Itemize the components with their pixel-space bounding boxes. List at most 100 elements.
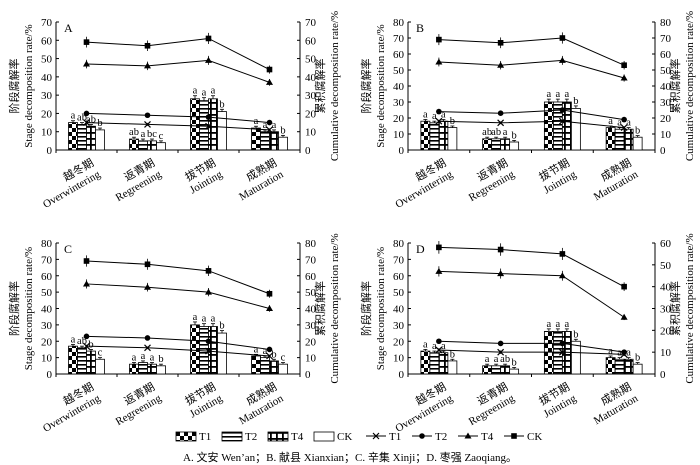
point-B-T4-3: [620, 74, 628, 81]
category-label: 成熟期Maturation: [230, 379, 286, 427]
right-tick-label: 50: [660, 65, 672, 77]
bar-label: a: [503, 127, 508, 138]
right-tick-label: 20: [305, 108, 317, 120]
point-D-T4-3: [620, 313, 628, 320]
left-tick-label: 70: [41, 17, 53, 29]
line-A-CK: [86, 37, 270, 70]
bar-label: ab: [86, 114, 96, 125]
bar-label: a: [608, 116, 613, 127]
left-tick-label: 80: [393, 238, 405, 250]
right-tick-label: 20: [660, 113, 672, 125]
legend-bar-swatch-T2: [221, 431, 243, 442]
point-B-T2-2: [559, 107, 566, 113]
panel-letter: A: [64, 21, 73, 35]
bar-D-T4-1: [500, 365, 511, 375]
right-axis-title-zh: 累积腐解率: [668, 59, 682, 114]
bar-label: a: [565, 89, 570, 100]
bar-label: b: [219, 99, 224, 110]
bar-label: a: [193, 86, 198, 97]
panel-letter: B: [416, 21, 424, 35]
legend-line-label: CK: [527, 431, 542, 443]
left-tick-label: 10: [393, 353, 405, 365]
bar-label: ab: [500, 354, 510, 365]
bar-label: c: [159, 131, 164, 142]
left-tick-label: 0: [47, 369, 53, 381]
left-tick-label: 60: [41, 35, 53, 47]
bar-B-T2-1: [491, 138, 502, 151]
bar-C-T2-0: [77, 347, 87, 375]
right-tick-label: 10: [660, 347, 672, 359]
right-axis-title-en: Cumulative decomposition rate/%: [329, 233, 341, 383]
bar-C-T1-2: [190, 324, 200, 375]
bar-label: a: [485, 354, 490, 365]
bar-label: a: [432, 111, 437, 122]
left-tick-label: 50: [41, 287, 53, 299]
bar-D-T1-3: [605, 357, 616, 375]
bar-A-T4-0: [86, 125, 96, 151]
category-label: 成熟期Maturation: [230, 155, 286, 203]
bar-A-T4-3: [269, 131, 279, 151]
right-tick-label: 0: [660, 369, 666, 381]
bar-label: a: [556, 89, 561, 100]
left-tick-label: 0: [399, 369, 405, 381]
right-tick-label: 40: [660, 81, 672, 93]
point-A-T4-3: [266, 78, 273, 85]
point-D-T4-2: [558, 272, 566, 279]
category-label: 越冬期Overwintering: [33, 379, 102, 435]
legend-bar-label: T2: [245, 431, 257, 443]
left-tick-label: 40: [393, 81, 405, 93]
bar-label: b: [573, 96, 578, 107]
right-tick-label: 80: [305, 238, 317, 250]
point-D-CK-2: [559, 251, 566, 257]
line-D-T4: [438, 270, 625, 318]
bar-A-T2-0: [77, 124, 87, 151]
bar-A-T1-0: [68, 122, 78, 151]
category-label: 返青期Regreening: [460, 156, 517, 204]
right-axis-title: 累积腐解率 Cumulative decomposition rate/%: [668, 233, 696, 383]
bar-C-T1-0: [68, 345, 78, 375]
legend-bar-label: CK: [337, 431, 352, 443]
right-axis-title-zh: 累积腐解率: [313, 281, 327, 336]
left-axis-title: 阶段腐解率 Stage decomposition rate/%: [7, 24, 35, 147]
bar-label: b: [158, 354, 163, 365]
left-tick-label: 0: [399, 145, 405, 157]
left-tick-label: 20: [41, 336, 53, 348]
point-B-T2-0: [436, 108, 442, 115]
point-C-T2-0: [83, 333, 90, 340]
point-D-T2-2: [559, 340, 566, 347]
point-B-T1-1: [497, 119, 505, 127]
bar-label: a: [202, 314, 207, 325]
line-A-T1: [86, 122, 270, 131]
left-tick-label: 30: [393, 97, 405, 109]
left-axis-title-en: Stage decomposition rate/%: [375, 247, 387, 370]
right-tick-label: 50: [305, 54, 317, 66]
bar-label: b: [450, 349, 455, 360]
bar-label: ab: [77, 336, 87, 347]
line-A-T2: [86, 112, 270, 124]
bar-D-T4-0: [438, 352, 449, 375]
legend: T1 T2 T4 CK T1 T2 T4 CK: [175, 431, 542, 443]
left-tick-label: 10: [393, 129, 405, 141]
left-axis-title-en: Stage decomposition rate/%: [23, 24, 35, 147]
bar-label: a: [494, 354, 499, 365]
bar-C-CK-2: [217, 332, 227, 375]
bar-B-CK-0: [447, 127, 458, 151]
point-C-T1-3: [266, 352, 273, 360]
point-D-T4-0: [435, 267, 443, 274]
line-A-T4: [86, 59, 270, 83]
point-B-T1-0: [435, 117, 443, 125]
bar-C-T2-1: [138, 362, 148, 375]
legend-bar-swatch-T1: [175, 431, 197, 442]
left-tick-label: 30: [41, 320, 53, 332]
right-axis-title: 累积腐解率 Cumulative decomposition rate/%: [313, 11, 341, 161]
bar-B-CK-1: [509, 141, 520, 151]
bar-D-T4-3: [623, 358, 634, 375]
bar-label: a: [141, 129, 146, 140]
left-tick-label: 30: [41, 90, 53, 102]
bar-label: a: [441, 109, 446, 120]
left-tick-label: 50: [393, 65, 405, 77]
bar-label: c: [98, 348, 103, 359]
left-axis-title-zh: 阶段腐解率: [359, 59, 373, 114]
bar-C-T2-3: [260, 357, 270, 375]
right-tick-label: 20: [305, 336, 317, 348]
